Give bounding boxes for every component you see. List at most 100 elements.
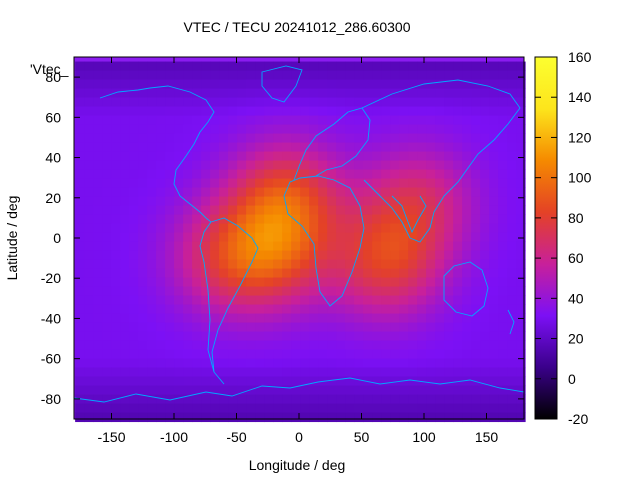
- heat-cell: [165, 196, 175, 207]
- heat-cell: [507, 70, 517, 81]
- heat-cell: [408, 223, 418, 234]
- heat-cell: [273, 250, 283, 261]
- heat-cell: [345, 295, 355, 306]
- heat-cell: [246, 295, 256, 306]
- heat-cell: [309, 277, 319, 288]
- heat-cell: [462, 331, 472, 342]
- heat-cell: [291, 178, 301, 189]
- heat-cell: [255, 169, 265, 180]
- heat-cell: [300, 97, 310, 108]
- heat-cell: [219, 250, 229, 261]
- heat-cell: [138, 97, 148, 108]
- heat-cell: [435, 187, 445, 198]
- heat-cell: [327, 367, 337, 378]
- heat-cell: [111, 106, 121, 117]
- heat-cell: [390, 304, 400, 315]
- heat-cell: [84, 385, 94, 396]
- heat-cell: [291, 376, 301, 387]
- heat-cell: [354, 403, 364, 414]
- heat-cell: [210, 385, 220, 396]
- heat-cell: [246, 61, 256, 72]
- heat-cell: [453, 115, 463, 126]
- heat-cell: [489, 259, 499, 270]
- heat-cell: [228, 241, 238, 252]
- heat-cell: [273, 403, 283, 414]
- heat-cell: [111, 115, 121, 126]
- heat-cell: [138, 61, 148, 72]
- heat-cell: [192, 394, 202, 405]
- heat-cell: [147, 232, 157, 243]
- heat-cell: [138, 151, 148, 162]
- heat-cell: [462, 232, 472, 243]
- heat-cell: [75, 142, 85, 153]
- heat-cell: [84, 97, 94, 108]
- heat-cell: [363, 250, 373, 261]
- heat-cell: [111, 70, 121, 81]
- heat-cell: [453, 214, 463, 225]
- heat-cell: [390, 322, 400, 333]
- heat-cell: [93, 340, 103, 351]
- heat-cell: [345, 250, 355, 261]
- heat-cell: [372, 286, 382, 297]
- heat-cell: [354, 196, 364, 207]
- coastlines: [73, 65, 525, 403]
- heat-cell: [273, 349, 283, 360]
- heat-cell: [336, 403, 346, 414]
- heat-cell: [228, 151, 238, 162]
- heat-cell: [327, 349, 337, 360]
- heat-cell: [390, 259, 400, 270]
- heat-cell: [390, 250, 400, 261]
- heat-cell: [480, 106, 490, 117]
- heat-cell: [462, 259, 472, 270]
- heat-cell: [93, 187, 103, 198]
- heat-cell: [399, 106, 409, 117]
- heat-cell: [84, 313, 94, 324]
- heat-cell: [507, 403, 517, 414]
- heat-cell: [426, 124, 436, 135]
- heat-cell: [255, 70, 265, 81]
- heat-cell: [183, 214, 193, 225]
- heat-cell: [174, 286, 184, 297]
- heat-cell: [336, 412, 346, 423]
- heat-cell: [210, 196, 220, 207]
- heat-cell: [282, 358, 292, 369]
- heat-cell: [93, 196, 103, 207]
- heat-cell: [390, 349, 400, 360]
- heat-cell: [219, 178, 229, 189]
- heat-cell: [498, 286, 508, 297]
- heat-cell: [300, 403, 310, 414]
- heat-cell: [417, 97, 427, 108]
- heat-cell: [372, 412, 382, 423]
- heat-cell: [291, 133, 301, 144]
- heat-cell: [480, 133, 490, 144]
- heat-cell: [345, 151, 355, 162]
- heat-cell: [75, 196, 85, 207]
- heat-cell: [192, 277, 202, 288]
- heat-cell: [93, 61, 103, 72]
- heat-cell: [246, 340, 256, 351]
- heat-cell: [93, 394, 103, 405]
- heat-cell: [363, 169, 373, 180]
- heat-cell: [129, 79, 139, 90]
- heat-cell: [453, 331, 463, 342]
- heat-cell: [327, 115, 337, 126]
- coastline-south-america: [210, 217, 259, 385]
- heat-cell: [471, 358, 481, 369]
- heat-cell: [111, 223, 121, 234]
- heat-cell: [399, 340, 409, 351]
- heat-cell: [291, 322, 301, 333]
- heat-cell: [282, 214, 292, 225]
- heat-cell: [498, 151, 508, 162]
- heat-cell: [264, 61, 274, 72]
- heat-cell: [156, 142, 166, 153]
- heat-cell: [111, 88, 121, 99]
- heat-cell: [399, 277, 409, 288]
- heat-cell: [174, 124, 184, 135]
- heat-cell: [93, 358, 103, 369]
- heat-cell: [471, 250, 481, 261]
- chart-title: VTEC / TECU 20241012_286.60300: [183, 19, 410, 35]
- heat-cell: [255, 385, 265, 396]
- heat-cell: [255, 403, 265, 414]
- heat-cell: [516, 151, 526, 162]
- heat-cell: [138, 160, 148, 171]
